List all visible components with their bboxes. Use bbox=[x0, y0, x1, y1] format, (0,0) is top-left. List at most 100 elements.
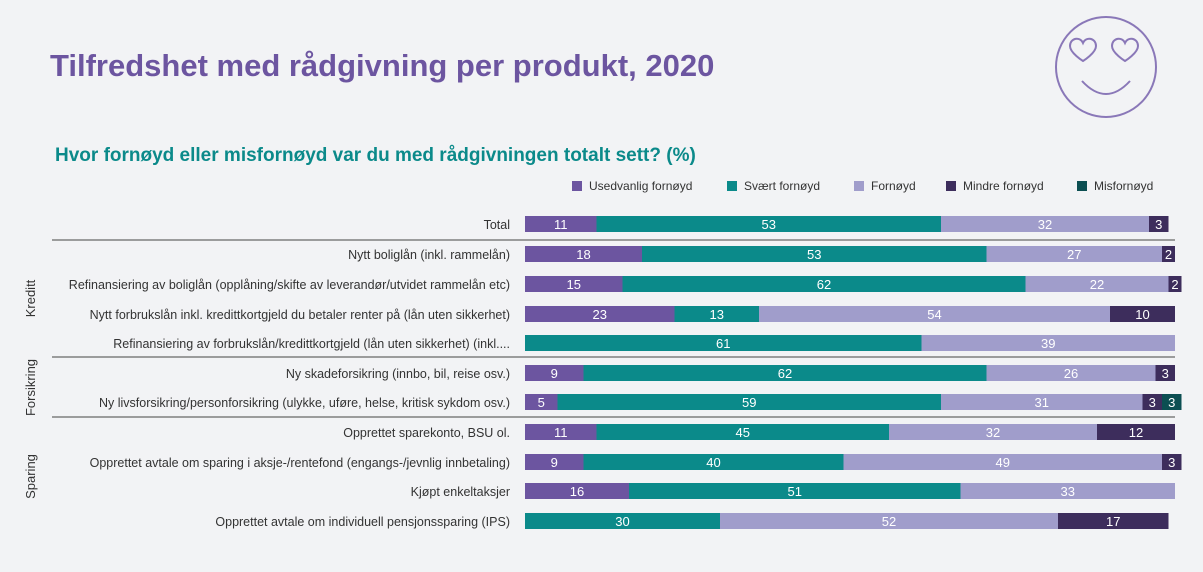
data-label: 3 bbox=[1149, 395, 1156, 410]
bar-segment bbox=[674, 306, 759, 322]
legend-label: Usedvanlig fornøyd bbox=[589, 179, 692, 193]
bar-segment bbox=[960, 483, 1175, 499]
data-label: 15 bbox=[567, 277, 581, 292]
data-label: 12 bbox=[1129, 425, 1143, 440]
legend-label: Svært fornøyd bbox=[744, 179, 820, 193]
data-label: 32 bbox=[986, 425, 1000, 440]
category-label: Opprettet avtale om individuell pensjons… bbox=[215, 515, 510, 529]
data-label: 2 bbox=[1171, 277, 1178, 292]
data-label: 23 bbox=[593, 307, 607, 322]
data-label: 40 bbox=[706, 455, 720, 470]
bar-segment bbox=[525, 365, 584, 381]
data-label: 26 bbox=[1064, 366, 1078, 381]
data-label: 52 bbox=[882, 514, 896, 529]
data-label: 33 bbox=[1061, 484, 1075, 499]
data-label: 32 bbox=[1038, 217, 1052, 232]
data-label: 18 bbox=[576, 247, 590, 262]
group-label: Forsikring bbox=[23, 359, 38, 416]
category-label: Nytt forbrukslån inkl. kredittkortgjeld … bbox=[90, 308, 510, 322]
bar-segment bbox=[1162, 454, 1182, 470]
category-label: Refinansiering av boliglån (opplåning/sk… bbox=[69, 278, 510, 292]
data-label: 3 bbox=[1168, 395, 1175, 410]
legend-swatch bbox=[1077, 181, 1087, 191]
bar-segment bbox=[1149, 216, 1169, 232]
legend-swatch bbox=[727, 181, 737, 191]
bar-segment bbox=[1097, 424, 1175, 440]
category-label: Total bbox=[484, 218, 510, 232]
legend-swatch bbox=[854, 181, 864, 191]
bar-segment bbox=[525, 246, 642, 262]
bar-segment bbox=[596, 216, 941, 232]
data-label: 3 bbox=[1168, 455, 1175, 470]
bar-segment bbox=[596, 424, 889, 440]
bar-segment bbox=[1168, 276, 1182, 292]
data-label: 45 bbox=[736, 425, 750, 440]
legend-swatch bbox=[946, 181, 956, 191]
chart-subtitle: Hvor fornøyd eller misfornøyd var du med… bbox=[55, 145, 696, 166]
bar-segment bbox=[525, 335, 922, 351]
bar-segment bbox=[1162, 246, 1175, 262]
bar-segment bbox=[622, 276, 1026, 292]
bar-segment bbox=[843, 454, 1162, 470]
bar-segment bbox=[986, 365, 1156, 381]
category-label: Refinansiering av forbrukslån/kredittkor… bbox=[113, 337, 510, 351]
bar-segment bbox=[1110, 306, 1175, 322]
data-label: 2 bbox=[1165, 247, 1172, 262]
bar-segment bbox=[525, 483, 629, 499]
data-label: 39 bbox=[1041, 336, 1055, 351]
bar-segment bbox=[921, 335, 1175, 351]
category-label: Ny livsforsikring/personforsikring (ulyk… bbox=[99, 396, 510, 410]
data-label: 53 bbox=[762, 217, 776, 232]
category-label: Nytt boliglån (inkl. rammelån) bbox=[348, 248, 510, 262]
data-label: 13 bbox=[710, 307, 724, 322]
bar-segment bbox=[720, 513, 1058, 529]
bar-segment bbox=[525, 216, 597, 232]
group-label: Sparing bbox=[23, 454, 38, 499]
bar-segment bbox=[525, 394, 558, 410]
bar-segment bbox=[525, 454, 584, 470]
data-label: 62 bbox=[778, 366, 792, 381]
data-label: 9 bbox=[551, 455, 558, 470]
data-label: 27 bbox=[1067, 247, 1081, 262]
data-label: 16 bbox=[570, 484, 584, 499]
category-label: Ny skadeforsikring (innbo, bil, reise os… bbox=[286, 367, 510, 381]
data-label: 51 bbox=[788, 484, 802, 499]
data-label: 11 bbox=[554, 425, 568, 440]
bar-segment bbox=[583, 365, 987, 381]
bar-segment bbox=[525, 513, 720, 529]
data-label: 61 bbox=[716, 336, 730, 351]
bar-segment bbox=[1058, 513, 1169, 529]
bar-segment bbox=[1142, 394, 1162, 410]
data-label: 3 bbox=[1155, 217, 1162, 232]
bar-segment bbox=[1025, 276, 1169, 292]
bar-segment bbox=[941, 216, 1149, 232]
bar-segment bbox=[525, 424, 597, 440]
page-title: Tilfredshet med rådgivning per produkt, … bbox=[50, 48, 715, 83]
data-label: 3 bbox=[1162, 366, 1169, 381]
data-label: 22 bbox=[1090, 277, 1104, 292]
smiley-heart-eyes-icon bbox=[1055, 16, 1157, 118]
data-label: 54 bbox=[927, 307, 941, 322]
legend-label: Fornøyd bbox=[871, 179, 916, 193]
bar-segment bbox=[525, 276, 623, 292]
legend-swatch bbox=[572, 181, 582, 191]
data-label: 5 bbox=[538, 395, 545, 410]
data-label: 17 bbox=[1106, 514, 1120, 529]
data-label: 31 bbox=[1035, 395, 1049, 410]
bar-segment bbox=[583, 454, 844, 470]
data-label: 11 bbox=[554, 217, 568, 232]
bar-segment bbox=[986, 246, 1162, 262]
bar-segment bbox=[889, 424, 1097, 440]
data-label: 49 bbox=[996, 455, 1010, 470]
category-label: Kjøpt enkeltaksjer bbox=[411, 485, 510, 499]
category-label: Opprettet avtale om sparing i aksje-/ren… bbox=[90, 456, 510, 470]
data-label: 62 bbox=[817, 277, 831, 292]
bar-segment bbox=[941, 394, 1143, 410]
bar-segment bbox=[1155, 365, 1175, 381]
bar-segment bbox=[525, 306, 675, 322]
group-label: Kreditt bbox=[23, 279, 38, 317]
bar-segment bbox=[629, 483, 961, 499]
bar-segment bbox=[642, 246, 987, 262]
bar-segment bbox=[1162, 394, 1182, 410]
